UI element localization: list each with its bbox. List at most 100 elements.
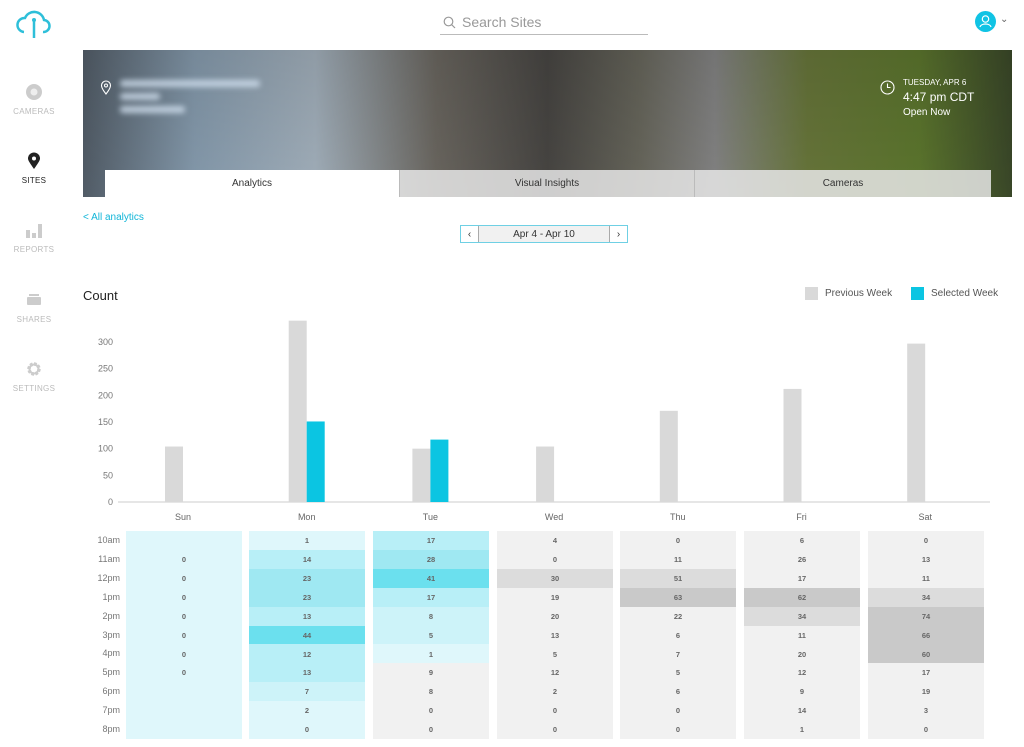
hour-label: 8pm [102,724,120,734]
heatmap-cell: 0 [126,549,242,570]
map-pin-icon [28,152,40,169]
hour-label: 3pm [102,629,120,640]
heatmap-cell: 2 [249,701,365,721]
y-tick-label: 300 [98,337,113,347]
hour-label: 2pm [102,610,120,621]
legend-swatch [911,287,924,300]
heatmap-cell: 9 [744,682,860,702]
heatmap-cell: 6 [744,531,860,551]
heatmap-cell: 0 [373,701,489,721]
heatmap-cell: 5 [620,663,736,683]
legend-selected-week: Selected Week [911,287,998,300]
prev-week-button[interactable]: ‹ [461,226,478,242]
hour-label: 4pm [102,648,120,659]
x-tick-label: Fri [796,512,807,522]
bar-previous-week [165,446,183,502]
chevron-left-icon: ‹ [467,228,472,240]
heatmap-cell: 5 [373,625,489,645]
heatmap-cell: 8 [373,606,489,626]
sidebar-item-reports[interactable]: REPORTS [0,221,68,254]
heatmap-cell: 63 [620,587,736,608]
bar-previous-week [412,448,431,502]
heatmap-cell: 26 [744,549,860,570]
sidebar-item-sites[interactable]: SITES [0,152,68,185]
heatmap-cell: 19 [497,587,613,608]
heatmap-cell: 6 [620,625,736,645]
sidebar-item-label: SITES [21,176,47,185]
search-input[interactable] [462,14,642,30]
heatmap-cell: 41 [373,568,489,589]
tab-cameras[interactable]: Cameras [694,170,991,197]
heatmap-cell: 60 [868,644,984,664]
search-bar[interactable] [440,10,648,35]
heatmap-cell: 0 [249,720,365,740]
hour-label: 12pm [97,572,120,583]
sidebar-item-label: REPORTS [13,245,55,254]
sidebar-item-shares[interactable]: SHARES [0,291,68,324]
hour-label: 1pm [102,591,120,602]
heatmap-cell: 12 [744,663,860,683]
search-icon [443,16,456,28]
heatmap-cell: 0 [497,720,613,740]
bar-previous-week [536,446,555,502]
y-tick-label: 200 [98,390,113,400]
site-address-blurred [120,80,270,120]
heatmap-cell: 7 [249,682,365,702]
bar-previous-week [288,320,307,502]
heatmap-cell: 12 [249,644,365,664]
bar-previous-week [907,343,926,502]
all-analytics-link[interactable]: < All analytics [83,212,144,223]
bar-previous-week [783,388,802,502]
heatmap-cell: 13 [868,549,984,570]
heatmap-cell [126,682,242,702]
heatmap-cell: 17 [744,568,860,589]
heatmap-cell: 6 [620,682,736,702]
heatmap-cell: 0 [373,720,489,740]
heatmap-cell: 3 [868,701,984,721]
heatmap-cell: 13 [249,663,365,683]
heatmap-cell: 7 [620,644,736,664]
heatmap-cell: 14 [744,701,860,721]
chart-title: Count [83,288,118,303]
heatmap-cell: 8 [373,682,489,702]
heatmap-cell: 9 [373,663,489,683]
x-tick-label: Wed [545,512,563,522]
location-pin-icon [100,80,112,95]
next-week-button[interactable]: › [610,226,627,242]
legend-swatch [805,287,818,300]
clock-icon [880,80,895,95]
site-datetime: TUESDAY, APR 6 4:47 pm CDT Open Now [903,78,974,118]
sidebar-item-label: SETTINGS [12,384,56,393]
heatmap-cell [126,701,242,721]
chevron-right-icon: › [616,228,621,240]
gear-icon [27,362,41,376]
heatmap-cell: 11 [744,625,860,645]
user-avatar[interactable] [975,11,996,32]
heatmap-cell: 0 [126,644,242,664]
tab-analytics[interactable]: Analytics [105,170,399,197]
heatmap-cell: 28 [373,549,489,570]
site-date: TUESDAY, APR 6 [903,78,967,87]
heatmap-cell: 34 [744,606,860,626]
heatmap-cell: 23 [249,587,365,608]
sidebar-item-cameras[interactable]: CAMERAS [0,83,68,116]
hour-label: 7pm [102,705,120,716]
chevron-down-icon[interactable]: ⌄ [1000,14,1009,25]
bar-chart: 0 50 100 150 200 250 300 Sun Mon Tue Wed Thu Fri Sat [98,320,990,522]
heatmap-cell: 1 [249,531,365,551]
heatmap-cell: 17 [868,663,984,683]
heatmap-cell: 13 [249,606,365,626]
y-tick-label: 50 [103,470,113,480]
heatmap-cell: 19 [868,682,984,702]
heatmap-cell: 0 [868,531,984,551]
y-tick-label: 0 [108,497,113,507]
hour-label: 5pm [102,667,120,678]
sidebar-item-settings[interactable]: SETTINGS [0,360,68,393]
heatmap-cell: 0 [126,663,242,683]
tab-visual-insights[interactable]: Visual Insights [399,170,694,197]
x-tick-label: Thu [670,512,686,522]
camera-icon [26,84,42,100]
heatmap-cell: 17 [373,587,489,608]
heatmap-cell: 34 [868,587,984,608]
bar-selected-week [306,421,325,502]
